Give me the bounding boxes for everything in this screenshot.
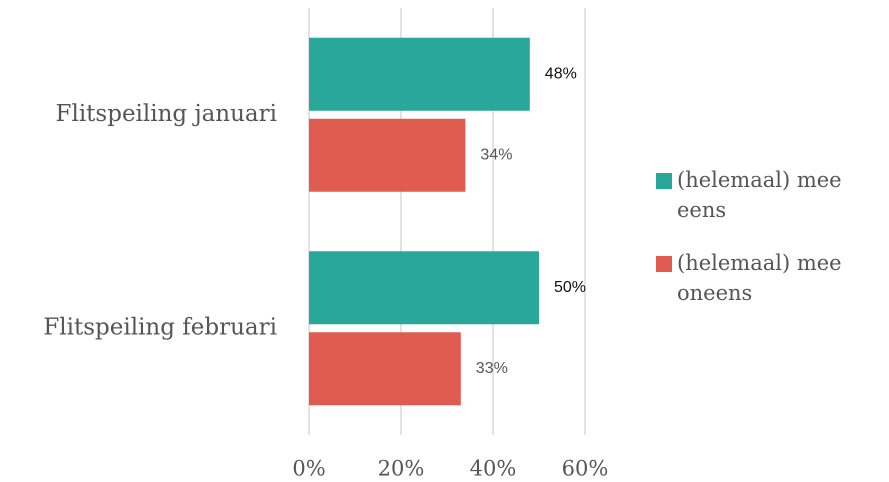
legend-swatch bbox=[656, 256, 672, 272]
bar bbox=[309, 118, 466, 192]
bar bbox=[309, 37, 530, 111]
category-label: Flitspeiling februari bbox=[43, 314, 277, 340]
bar bbox=[309, 251, 539, 325]
legend-item: (helemaal) mee eens bbox=[656, 165, 886, 225]
x-tick-label: 0% bbox=[292, 457, 325, 481]
legend-swatch bbox=[656, 173, 672, 189]
legend-item: (helemaal) mee oneens bbox=[656, 248, 886, 308]
legend-label: (helemaal) mee oneens bbox=[677, 251, 842, 305]
value-label: 33% bbox=[476, 360, 508, 377]
value-label: 34% bbox=[480, 146, 512, 163]
value-label: 48% bbox=[545, 65, 577, 82]
x-tick-label: 60% bbox=[562, 457, 609, 481]
x-tick-label: 40% bbox=[470, 457, 517, 481]
bar bbox=[309, 332, 461, 406]
x-tick-label: 20% bbox=[378, 457, 425, 481]
legend-label: (helemaal) mee eens bbox=[677, 168, 842, 222]
category-label: Flitspeiling januari bbox=[56, 101, 278, 127]
value-label: 50% bbox=[554, 279, 586, 296]
